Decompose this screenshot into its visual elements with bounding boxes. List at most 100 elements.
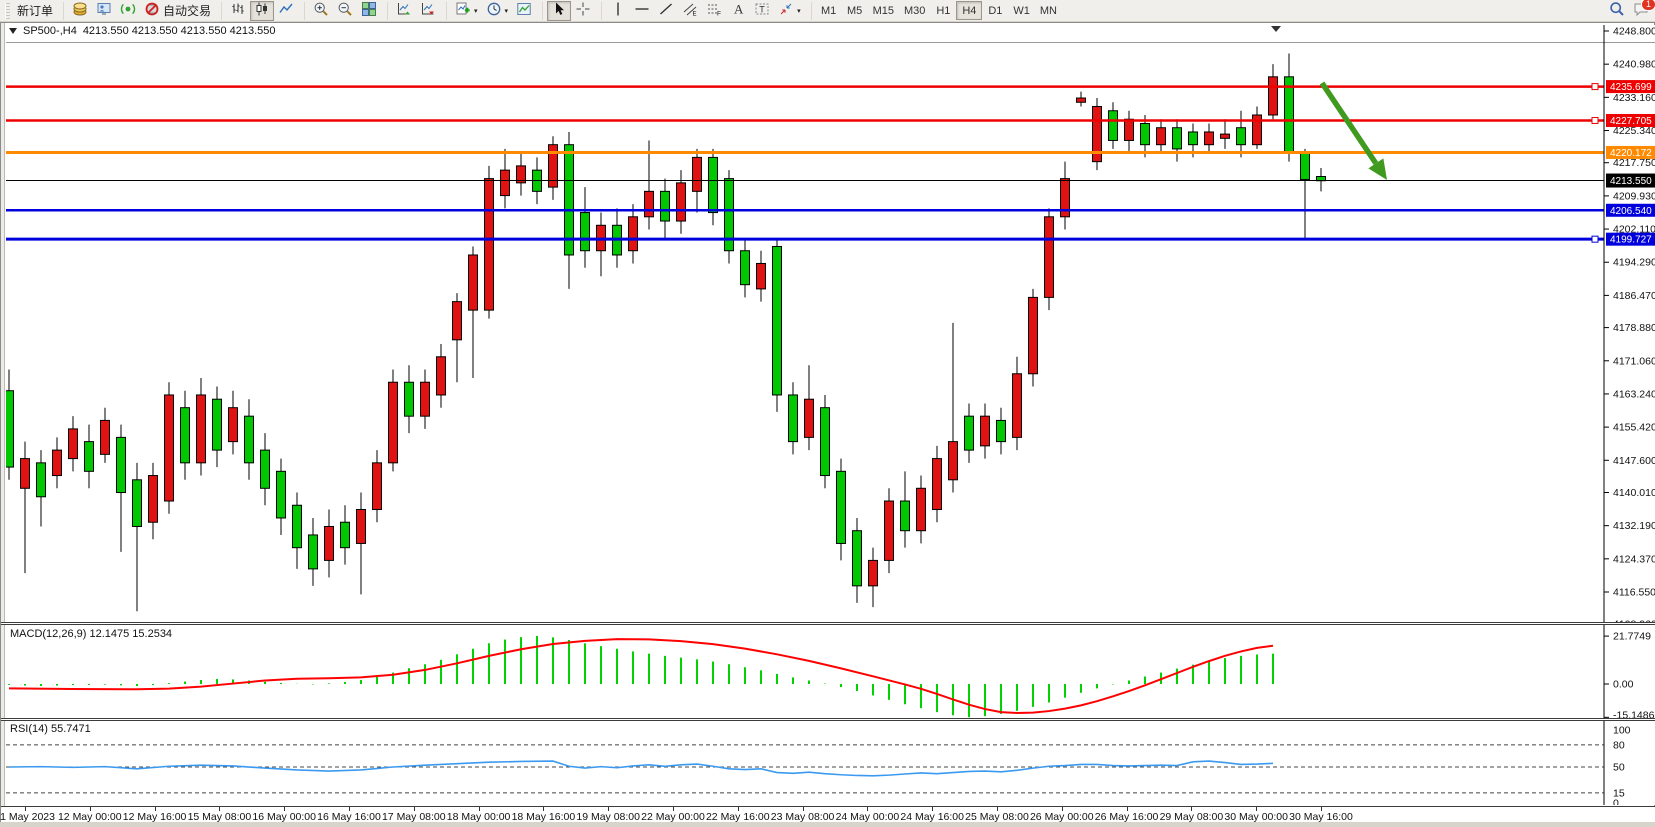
zoom-in-icon bbox=[313, 1, 329, 20]
price-badge bbox=[1606, 203, 1655, 217]
zoom-out-button[interactable] bbox=[333, 1, 357, 21]
candle-down bbox=[852, 530, 862, 587]
time-label: 16 May 00:00 bbox=[252, 811, 316, 823]
sell-arrow-shaft[interactable] bbox=[1319, 81, 1379, 165]
time-label: 30 May 16:00 bbox=[1289, 811, 1353, 823]
timeframe-m30[interactable]: M30 bbox=[899, 1, 930, 20]
time-axis[interactable]: 11 May 2023 12 May 00:00 12 May 16:00 15 Ma… bbox=[0, 806, 1655, 823]
zoom-in-button[interactable] bbox=[309, 1, 333, 21]
chart-shift-marker[interactable] bbox=[1271, 26, 1281, 32]
new-order-button-label: 新订单 bbox=[17, 4, 54, 18]
time-label: 22 May 16:00 bbox=[705, 811, 770, 823]
chart-shift-button[interactable] bbox=[416, 1, 440, 21]
rsi-pane[interactable]: 100 80 50 150 bbox=[6, 721, 1655, 805]
autotrade-button[interactable]: 自动交易 bbox=[140, 1, 215, 21]
indicators-button[interactable]: ▾ bbox=[451, 1, 482, 21]
templates-button[interactable] bbox=[512, 1, 536, 21]
candle-up bbox=[628, 216, 638, 252]
periods-button[interactable]: ▾ bbox=[482, 1, 513, 21]
time-tick bbox=[997, 807, 998, 811]
text-button[interactable]: A bbox=[726, 1, 750, 21]
rsi-axis-label: 100 bbox=[1613, 725, 1631, 737]
terminal-button[interactable] bbox=[92, 1, 116, 21]
candle-up bbox=[1044, 216, 1054, 298]
timeframe-w1[interactable]: W1 bbox=[1008, 1, 1035, 20]
indicator-window-icon bbox=[396, 1, 412, 20]
svg-text:E: E bbox=[693, 12, 697, 18]
macd-pane[interactable]: 21.7749 0.00 -15.1486 bbox=[6, 625, 1655, 718]
timeframe-m1[interactable]: M1 bbox=[816, 1, 842, 20]
candle-down bbox=[788, 394, 798, 443]
candle-up bbox=[324, 525, 334, 561]
toolbar-separator bbox=[805, 1, 812, 20]
chart-menu-icon[interactable] bbox=[9, 28, 17, 34]
price-chart-pane[interactable]: 4248.800 4240.980 4233.160 4225.340 4217.750… bbox=[6, 25, 1655, 622]
time-label: 19 May 08:00 bbox=[576, 811, 640, 823]
bar-chart-button[interactable] bbox=[226, 1, 250, 21]
timeframe-d1[interactable]: D1 bbox=[982, 1, 1008, 20]
toolbar-separator bbox=[57, 1, 65, 20]
macd-axis-label: 0.00 bbox=[1613, 679, 1634, 691]
dropdown-arrow-icon[interactable]: ▾ bbox=[504, 7, 509, 15]
news-button[interactable] bbox=[116, 1, 140, 21]
time-label: 18 May 16:00 bbox=[511, 811, 576, 823]
trendline-button[interactable] bbox=[654, 1, 678, 21]
price-badge bbox=[1606, 113, 1655, 127]
sell-arrow-head[interactable] bbox=[1368, 158, 1387, 180]
toolbar-separator bbox=[440, 1, 448, 20]
pane-separator[interactable] bbox=[1, 718, 1655, 721]
price-tick-label: 4202.110 bbox=[1613, 224, 1655, 236]
price-tick-label: 4209.930 bbox=[1613, 190, 1655, 202]
dropdown-arrow-icon[interactable]: ▾ bbox=[797, 7, 801, 15]
price-badge bbox=[1606, 232, 1655, 246]
candlestick-button[interactable] bbox=[250, 0, 275, 21]
auto-scroll-button[interactable] bbox=[392, 1, 416, 21]
horizontal-line-button[interactable] bbox=[630, 1, 654, 21]
channel-icon: E bbox=[682, 1, 698, 20]
pane-separator[interactable] bbox=[1, 622, 1655, 625]
time-label: 30 May 00:00 bbox=[1224, 811, 1288, 823]
cursor-button[interactable] bbox=[547, 0, 572, 21]
candle-up bbox=[1028, 296, 1038, 375]
timeframe-h1[interactable]: H1 bbox=[930, 1, 956, 20]
price-tick-label: 4171.060 bbox=[1613, 355, 1655, 367]
time-label: 12 May 00:00 bbox=[57, 811, 122, 823]
search-icon[interactable] bbox=[1609, 1, 1625, 22]
timeframe-m5[interactable]: M5 bbox=[842, 1, 868, 20]
line-end-marker[interactable] bbox=[1591, 235, 1599, 243]
dropdown-arrow-icon[interactable]: ▾ bbox=[474, 7, 478, 15]
macd-axis-label: -15.1486 bbox=[1613, 710, 1655, 719]
notifications-button[interactable]: 1 bbox=[1633, 0, 1655, 22]
line-chart-button[interactable] bbox=[274, 1, 298, 21]
fibonacci-icon: F bbox=[706, 1, 722, 20]
time-tick bbox=[1256, 807, 1258, 811]
timeframe-mn[interactable]: MN bbox=[1035, 1, 1062, 20]
candle-up bbox=[676, 182, 686, 222]
line-end-marker[interactable] bbox=[1591, 116, 1599, 124]
candle-down bbox=[1108, 110, 1118, 141]
label-button[interactable]: T bbox=[750, 1, 774, 21]
chart-ohlc-values: 4213.550 4213.550 4213.550 4213.550 bbox=[82, 25, 276, 37]
new-chart-icon bbox=[455, 1, 471, 20]
vertical-line-button[interactable] bbox=[606, 1, 630, 21]
crosshair-button[interactable] bbox=[571, 1, 595, 21]
coins-button[interactable] bbox=[68, 1, 92, 21]
price-tick-label: 4178.880 bbox=[1613, 322, 1655, 334]
arrows-button[interactable]: ▾ bbox=[774, 1, 805, 21]
tile-windows-button[interactable] bbox=[357, 1, 381, 21]
channel-button[interactable]: E bbox=[678, 1, 702, 21]
candle-up bbox=[756, 262, 766, 290]
candle-down bbox=[404, 381, 414, 417]
timeframe-h4[interactable]: H4 bbox=[956, 1, 983, 20]
new-order-button[interactable]: 新订单 bbox=[13, 1, 57, 21]
line-end-marker[interactable] bbox=[1591, 83, 1599, 91]
timeframe-m15[interactable]: M15 bbox=[868, 1, 899, 20]
status-strip bbox=[0, 822, 1655, 827]
candle-down bbox=[740, 250, 750, 286]
toolbar-grip[interactable] bbox=[5, 2, 10, 19]
price-tick-label: 4186.470 bbox=[1613, 290, 1655, 302]
arrows-icon bbox=[778, 1, 794, 20]
fibonacci-button[interactable]: F bbox=[702, 1, 726, 21]
candle-down bbox=[708, 156, 718, 214]
time-label: 25 May 08:00 bbox=[965, 811, 1029, 823]
